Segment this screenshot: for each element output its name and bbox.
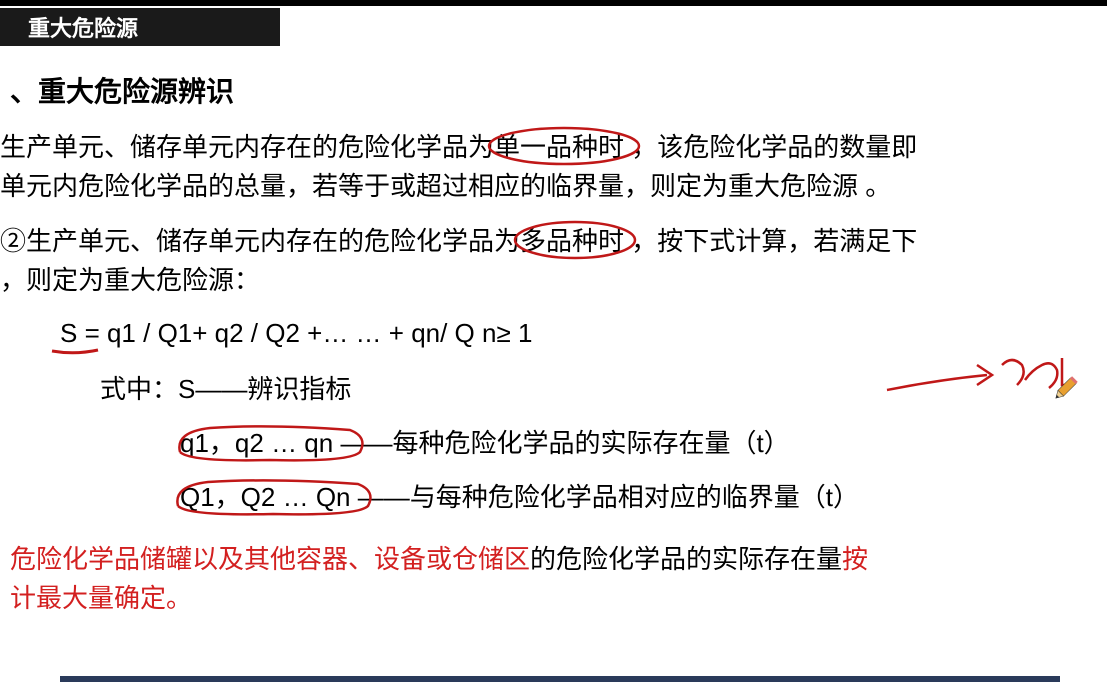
pencil-icon xyxy=(1051,375,1079,403)
highlight-multi-type: 多品种时 xyxy=(520,226,631,256)
header-tab-title: 重大危险源 xyxy=(28,11,138,43)
formula-desc-s: 式中：S——辨识指标 xyxy=(100,367,1097,411)
paragraph-1: 生产单元、储存单元内存在的危险化学品为单一品种时 ，该危险化学品的数量即 单元内… xyxy=(0,128,1097,206)
formula-expression: S = q1 / Q1+ q2 / Q2 +… … + qn/ Q n≥ 1 xyxy=(60,318,1097,349)
formula-desc-big-q: Q1，Q2 … Qn ——与每种危险化学品相对应的临界量（t） xyxy=(180,475,1097,519)
top-border xyxy=(0,0,1107,6)
underline-s xyxy=(50,347,100,355)
formula-desc-q: q1，q2 … qn ——每种危险化学品的实际存在量（t） xyxy=(180,421,1097,465)
section-title: 、重大危险源辨识 xyxy=(0,70,1097,110)
highlight-single-type: 单一品种时 xyxy=(494,132,631,162)
q-vars-group: q1，q2 … qn xyxy=(180,428,340,458)
Q-vars-group: Q1，Q2 … Qn xyxy=(180,482,358,512)
header-tab: 重大危险源 xyxy=(0,8,280,46)
paragraph-2: ②生产单元、储存单元内存在的危险化学品为多品种时 ，按下式计算，若满足下 ，则定… xyxy=(0,222,1097,300)
footer-bar xyxy=(60,676,1060,682)
main-content: 、重大危险源辨识 生产单元、储存单元内存在的危险化学品为单一品种时 ，该危险化学… xyxy=(0,70,1107,618)
bottom-note: 危险化学品储罐以及其他容器、设备或仓储区的危险化学品的实际存在量按 计最大量确定… xyxy=(0,540,1097,618)
